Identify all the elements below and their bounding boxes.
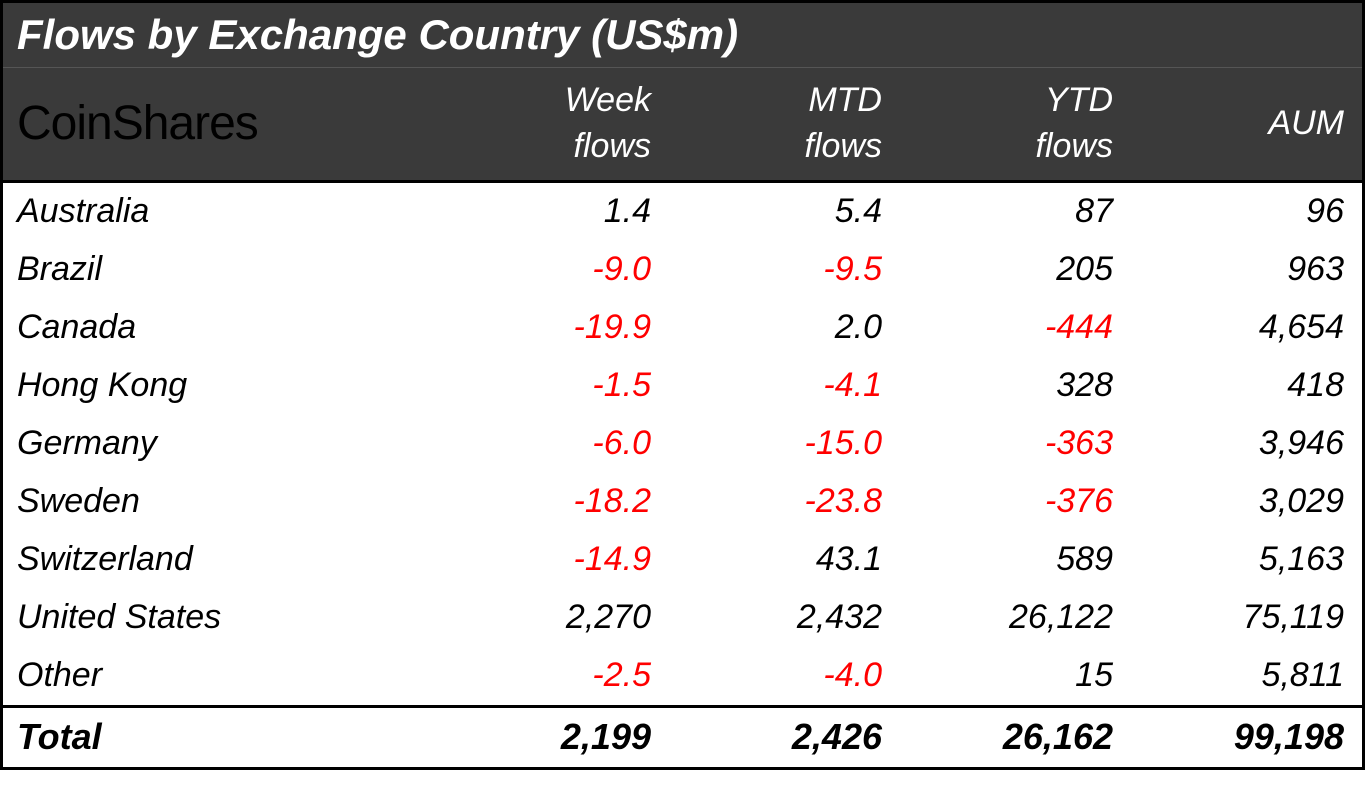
table-row: Australia1.45.48796 bbox=[3, 183, 1362, 241]
table-row: Other-2.5-4.0155,811 bbox=[3, 647, 1362, 705]
row-label: Germany bbox=[3, 424, 438, 463]
col-header-ytd-line2: flows bbox=[900, 124, 1113, 170]
cell-mtd: 5.4 bbox=[669, 192, 900, 231]
cell-ytd: -376 bbox=[900, 482, 1131, 521]
cell-aum: 5,163 bbox=[1131, 540, 1362, 579]
table-row: Sweden-18.2-23.8-3763,029 bbox=[3, 473, 1362, 531]
row-label: Canada bbox=[3, 308, 438, 347]
row-label: Other bbox=[3, 656, 438, 695]
flows-table: Flows by Exchange Country (US$m) CoinSha… bbox=[0, 0, 1365, 770]
cell-aum: 96 bbox=[1131, 192, 1362, 231]
cell-mtd: 2.0 bbox=[669, 308, 900, 347]
table-title: Flows by Exchange Country (US$m) bbox=[3, 3, 1362, 68]
cell-aum: 418 bbox=[1131, 366, 1362, 405]
col-header-mtd: MTD flows bbox=[669, 68, 900, 180]
table-row: United States2,2702,43226,12275,119 bbox=[3, 589, 1362, 647]
row-label: Switzerland bbox=[3, 540, 438, 579]
cell-ytd: 26,122 bbox=[900, 598, 1131, 637]
total-week: 2,199 bbox=[438, 716, 669, 758]
total-label: Total bbox=[3, 716, 438, 758]
cell-mtd: -4.0 bbox=[669, 656, 900, 695]
cell-aum: 75,119 bbox=[1131, 598, 1362, 637]
cell-week: 1.4 bbox=[438, 192, 669, 231]
cell-ytd: 87 bbox=[900, 192, 1131, 231]
cell-week: -14.9 bbox=[438, 540, 669, 579]
table-row: Canada-19.92.0-4444,654 bbox=[3, 299, 1362, 357]
cell-aum: 3,946 bbox=[1131, 424, 1362, 463]
cell-ytd: 205 bbox=[900, 250, 1131, 289]
cell-week: -9.0 bbox=[438, 250, 669, 289]
cell-mtd: 43.1 bbox=[669, 540, 900, 579]
table-row: Germany-6.0-15.0-3633,946 bbox=[3, 415, 1362, 473]
cell-aum: 3,029 bbox=[1131, 482, 1362, 521]
cell-mtd: -15.0 bbox=[669, 424, 900, 463]
table-row: Switzerland-14.943.15895,163 bbox=[3, 531, 1362, 589]
row-label: United States bbox=[3, 598, 438, 637]
total-aum: 99,198 bbox=[1131, 716, 1362, 758]
col-header-week-line1: Week bbox=[438, 78, 651, 124]
row-label: Hong Kong bbox=[3, 366, 438, 405]
cell-aum: 4,654 bbox=[1131, 308, 1362, 347]
total-ytd: 26,162 bbox=[900, 716, 1131, 758]
total-mtd: 2,426 bbox=[669, 716, 900, 758]
col-header-aum: AUM bbox=[1131, 91, 1362, 157]
cell-week: -18.2 bbox=[438, 482, 669, 521]
row-label: Australia bbox=[3, 192, 438, 231]
cell-week: -2.5 bbox=[438, 656, 669, 695]
col-header-ytd: YTD flows bbox=[900, 68, 1131, 180]
table-body: Australia1.45.48796Brazil-9.0-9.5205963C… bbox=[3, 183, 1362, 705]
cell-ytd: -444 bbox=[900, 308, 1131, 347]
total-row: Total 2,199 2,426 26,162 99,198 bbox=[3, 705, 1362, 767]
cell-aum: 5,811 bbox=[1131, 656, 1362, 695]
cell-week: -6.0 bbox=[438, 424, 669, 463]
col-header-mtd-line1: MTD bbox=[669, 78, 882, 124]
cell-ytd: -363 bbox=[900, 424, 1131, 463]
cell-ytd: 589 bbox=[900, 540, 1131, 579]
cell-week: -19.9 bbox=[438, 308, 669, 347]
row-label: Sweden bbox=[3, 482, 438, 521]
col-header-mtd-line2: flows bbox=[669, 124, 882, 170]
table-row: Brazil-9.0-9.5205963 bbox=[3, 241, 1362, 299]
col-header-week: Week flows bbox=[438, 68, 669, 180]
col-header-ytd-line1: YTD bbox=[900, 78, 1113, 124]
row-label: Brazil bbox=[3, 250, 438, 289]
coinshares-logo: CoinShares bbox=[3, 86, 438, 161]
col-header-week-line2: flows bbox=[438, 124, 651, 170]
col-header-aum-line2: AUM bbox=[1131, 101, 1344, 147]
cell-week: -1.5 bbox=[438, 366, 669, 405]
cell-mtd: -23.8 bbox=[669, 482, 900, 521]
cell-aum: 963 bbox=[1131, 250, 1362, 289]
table-row: Hong Kong-1.5-4.1328418 bbox=[3, 357, 1362, 415]
cell-mtd: -9.5 bbox=[669, 250, 900, 289]
cell-week: 2,270 bbox=[438, 598, 669, 637]
cell-mtd: 2,432 bbox=[669, 598, 900, 637]
cell-ytd: 15 bbox=[900, 656, 1131, 695]
table-header-row: CoinShares Week flows MTD flows YTD flow… bbox=[3, 68, 1362, 183]
cell-ytd: 328 bbox=[900, 366, 1131, 405]
cell-mtd: -4.1 bbox=[669, 366, 900, 405]
